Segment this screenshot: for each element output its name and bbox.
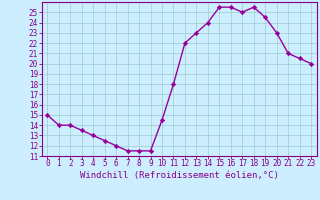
- X-axis label: Windchill (Refroidissement éolien,°C): Windchill (Refroidissement éolien,°C): [80, 171, 279, 180]
